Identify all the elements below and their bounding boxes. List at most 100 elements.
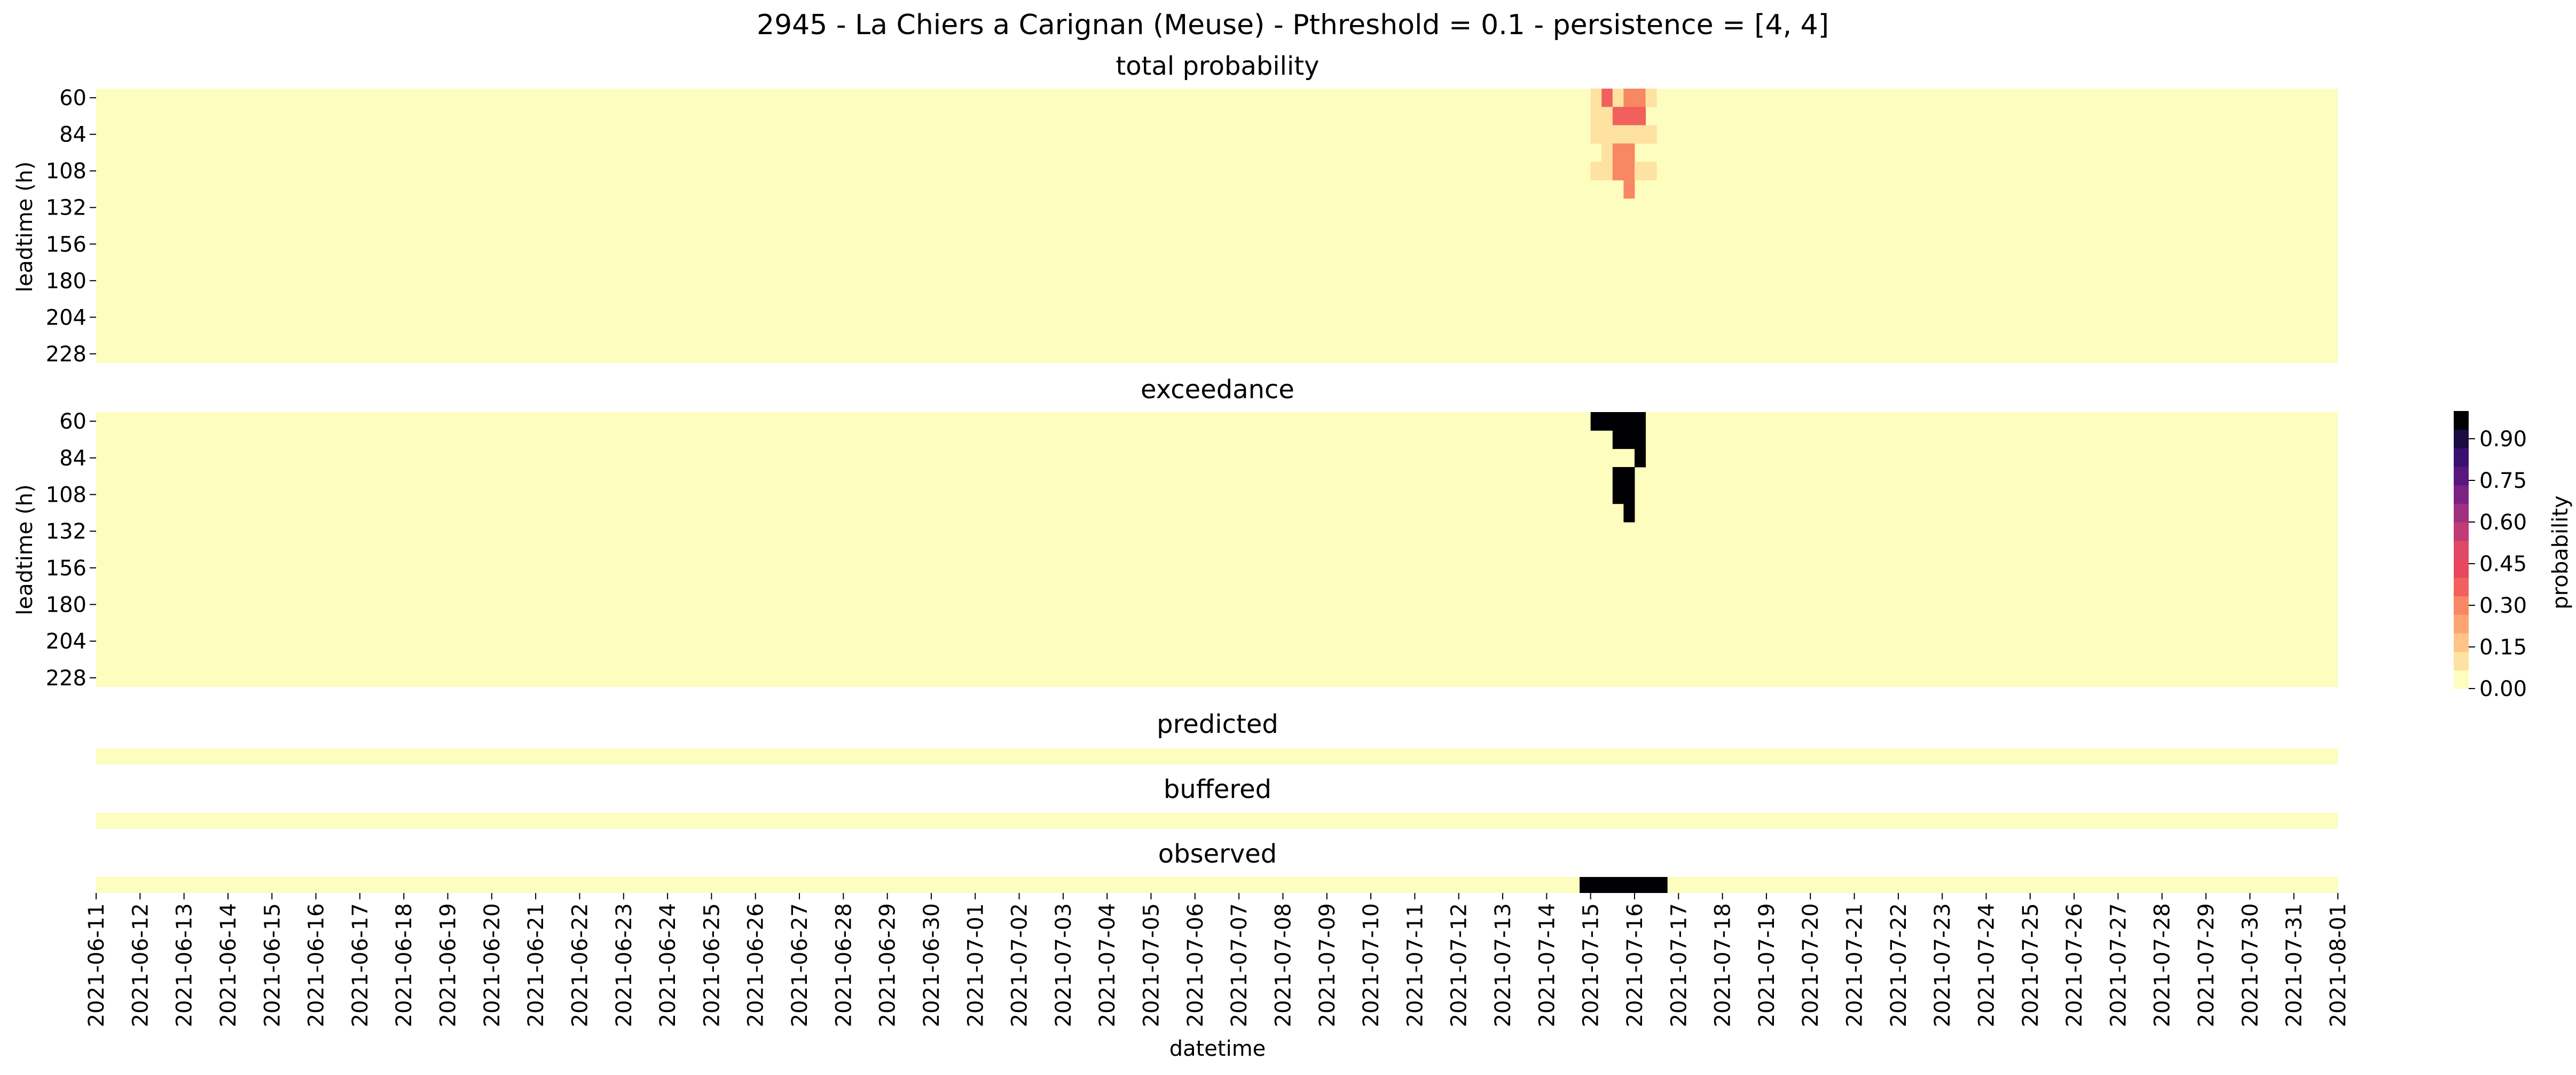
heatmap-exceedance: 60 84 108 132 156 180 204 228 [46,409,2338,691]
y-tick-label: 60 [59,409,87,434]
figure-title: 2945 - La Chiers a Carignan (Meuse) - Pt… [757,9,1829,41]
x-tick-label: 2021-07-23 [1930,903,1955,1027]
colorbar-tick-label: 0.45 [2479,552,2527,576]
exceedance-background [96,412,2338,687]
colorbar-segment [2454,411,2469,430]
x-tick-label: 2021-06-24 [656,903,680,1027]
exceedance-cell [1612,412,1624,431]
panel-title-exceedance: exceedance [1141,375,1294,405]
observed-background [96,877,2338,893]
x-tick-label: 2021-07-24 [1974,903,1999,1027]
y-tick-label: 84 [59,123,87,147]
x-tick-label: 2021-06-29 [876,903,900,1027]
exceedance-cell [1601,412,1613,431]
x-tick-label: 2021-07-13 [1491,903,1515,1027]
x-tick-label: 2021-07-21 [1843,903,1867,1027]
exceedance-cell [1623,503,1635,523]
total-probability-cell [1634,162,1646,180]
x-axis-ticks: 2021-06-11 2021-06-12 2021-06-13 2021-06-14… [84,893,2351,1027]
x-tick-label: 2021-06-17 [348,903,373,1027]
x-tick-label: 2021-06-15 [260,903,285,1027]
exceedance-cell [1634,430,1646,449]
total-probability-cell [1623,143,1635,162]
panel-title-predicted: predicted [1157,709,1278,739]
panel-title-observed: observed [1158,839,1277,869]
colorbar-label: probability [2548,495,2573,609]
x-tick-label: 2021-07-31 [2282,903,2307,1027]
exceedance-cell [1623,430,1635,449]
x-tick-label: 2021-06-23 [612,903,637,1027]
total-probability-cell [1634,107,1646,126]
heatmap-total-probability: 60 84 108 132 156 180 204 228 [46,86,2338,367]
exceedance-cell [1612,485,1624,504]
x-tick-label: 2021-06-12 [128,903,153,1027]
buffered-background [96,813,2338,829]
strip-observed [96,877,2338,893]
colorbar-tick-label: 0.15 [2479,635,2527,660]
total-probability-cell [1623,162,1635,180]
colorbar-segment [2454,467,2469,486]
y-tick-label: 132 [46,519,87,544]
observed-event [1580,877,1668,893]
exceedance-cell [1612,430,1624,449]
total-probability-cell [1623,180,1635,199]
colorbar-segment [2454,578,2469,597]
total-probability-cell [1645,162,1657,180]
strip-predicted [96,748,2338,764]
x-tick-label: 2021-08-01 [2326,903,2351,1027]
colorbar-segment [2454,448,2469,467]
x-tick-label: 2021-06-22 [568,903,592,1027]
total-probability-cell [1601,107,1613,126]
panel-title-total-probability: total probability [1116,51,1319,81]
x-tick-label: 2021-07-15 [1579,903,1604,1027]
total-probability-cell [1590,89,1602,107]
colorbar-segment [2454,670,2469,689]
total-probability-cell [1634,125,1646,144]
y-tick-label: 132 [46,196,87,220]
exceedance-cell [1634,448,1646,468]
total-probability-cell [1601,143,1613,162]
total-probability-background [96,89,2338,363]
x-tick-label: 2021-06-26 [744,903,768,1027]
y-tick-label: 60 [59,86,87,110]
x-tick-label: 2021-06-27 [788,903,812,1027]
x-tick-label: 2021-07-14 [1535,903,1559,1027]
exceedance-cell [1623,467,1635,486]
total-probability-cell [1645,89,1657,107]
x-tick-label: 2021-07-30 [2238,903,2263,1027]
x-axis-label: datetime [1169,1037,1266,1061]
colorbar-segment [2454,596,2469,615]
total-probability-cell [1612,143,1624,162]
x-tick-label: 2021-06-25 [700,903,724,1027]
total-probability-cell [1601,162,1613,180]
colorbar-segment [2454,485,2469,504]
colorbar-segment [2454,522,2469,541]
x-tick-label: 2021-07-17 [1667,903,1691,1027]
x-tick-label: 2021-07-08 [1271,903,1295,1027]
y-tick-label: 156 [46,232,87,257]
exceedance-cell [1623,485,1635,504]
x-tick-label: 2021-07-11 [1403,903,1427,1027]
total-probability-cell [1590,162,1602,180]
x-tick-label: 2021-07-05 [1140,903,1164,1027]
x-tick-label: 2021-07-26 [2062,903,2087,1027]
total-probability-cell [1634,89,1646,107]
x-tick-label: 2021-07-27 [2106,903,2131,1027]
x-tick-label: 2021-07-09 [1315,903,1340,1027]
exceedance-cell [1623,412,1635,431]
x-tick-label: 2021-07-16 [1623,903,1647,1027]
x-tick-label: 2021-07-03 [1051,903,1076,1027]
y-tick-label: 180 [46,269,87,294]
exceedance-cell [1634,412,1646,431]
x-tick-label: 2021-07-02 [1008,903,1032,1027]
total-probability-cell [1601,125,1613,144]
x-tick-label: 2021-06-19 [436,903,461,1027]
total-probability-cell [1590,107,1602,126]
panel-title-buffered: buffered [1164,774,1271,804]
x-tick-label: 2021-06-11 [84,903,109,1027]
exceedance-cell [1612,467,1624,486]
strip-buffered [96,813,2338,829]
x-tick-label: 2021-06-16 [304,903,329,1027]
colorbar-tick-label: 0.60 [2479,510,2527,535]
